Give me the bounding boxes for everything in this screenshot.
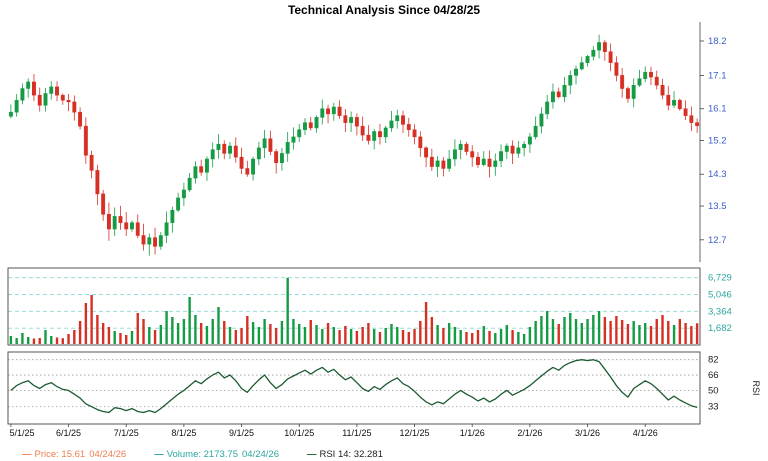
- volume-bars: [9, 277, 699, 344]
- svg-text:16.1: 16.1: [708, 104, 727, 115]
- svg-text:1,682: 1,682: [708, 323, 732, 334]
- chart-title: Technical Analysis Since 04/28/25: [287, 3, 481, 17]
- svg-text:66: 66: [708, 370, 719, 381]
- volume-grid: 6,729 5,046 3,364 1,682: [8, 273, 732, 334]
- svg-text:82: 82: [708, 355, 719, 366]
- svg-text:14.3: 14.3: [708, 169, 727, 180]
- svg-text:RSI: RSI: [751, 380, 761, 395]
- svg-text:6/1/25: 6/1/25: [56, 428, 81, 438]
- svg-text:2/1/26: 2/1/26: [517, 428, 542, 438]
- svg-text:12.7: 12.7: [708, 235, 727, 246]
- svg-text:9/1/25: 9/1/25: [229, 428, 254, 438]
- svg-text:5/1/25: 5/1/25: [9, 428, 34, 438]
- rsi-legend: — RSI 14: 32.281: [307, 449, 383, 460]
- rsi-legend-label: RSI 14: 32.281: [319, 449, 383, 460]
- rsi-line: [10, 359, 698, 414]
- svg-text:18.2: 18.2: [708, 36, 727, 47]
- svg-text:33: 33: [708, 402, 719, 413]
- chart-legend: — Price: 15.61 04/24/26 — Volume: 2173.7…: [22, 449, 383, 460]
- svg-text:11/1/25: 11/1/25: [342, 428, 371, 438]
- rsi-grid: 82 66 50 33: [8, 355, 719, 413]
- svg-text:5,046: 5,046: [708, 290, 732, 301]
- volume-legend-label: Volume: 2173.75: [166, 449, 238, 460]
- x-axis: 5/1/25 6/1/25 7/1/25 8/1/25 9/1/25 10/1/25 11/…: [9, 424, 658, 438]
- svg-text:3,364: 3,364: [708, 306, 732, 317]
- svg-text:15.2: 15.2: [708, 136, 727, 147]
- price-axis: 18.2 17.1 16.1 15.2 14.3 13.5 12.7: [699, 22, 727, 262]
- svg-text:10/1/25: 10/1/25: [284, 428, 314, 438]
- svg-text:17.1: 17.1: [708, 70, 727, 81]
- svg-text:13.5: 13.5: [708, 201, 727, 212]
- volume-legend: — Volume: 2173.75 04/24/26: [154, 449, 279, 460]
- rsi-legend-dash: —: [306, 449, 316, 460]
- svg-text:4/1/26: 4/1/26: [633, 428, 658, 438]
- svg-text:8/1/25: 8/1/25: [171, 428, 196, 438]
- svg-text:3/1/26: 3/1/26: [575, 428, 600, 438]
- price-legend: — Price: 15.61 04/24/26: [22, 449, 126, 460]
- svg-text:50: 50: [708, 385, 719, 396]
- svg-text:7/1/25: 7/1/25: [114, 428, 139, 438]
- volume-frame: [7, 267, 701, 346]
- price-legend-label: Price: 15.61: [34, 449, 86, 460]
- price-candles: [8, 34, 700, 256]
- svg-text:6,729: 6,729: [708, 273, 732, 284]
- rsi-frame: [7, 351, 701, 425]
- volume-legend-date: 04/24/26: [242, 449, 279, 460]
- volume-legend-dash: —: [154, 449, 163, 460]
- rsi-axis-title: RSI: [751, 380, 761, 395]
- svg-text:12/1/25: 12/1/25: [400, 428, 430, 438]
- svg-text:1/1/26: 1/1/26: [460, 428, 485, 438]
- price-legend-date: 04/24/26: [89, 449, 127, 460]
- price-legend-dash: —: [22, 449, 31, 460]
